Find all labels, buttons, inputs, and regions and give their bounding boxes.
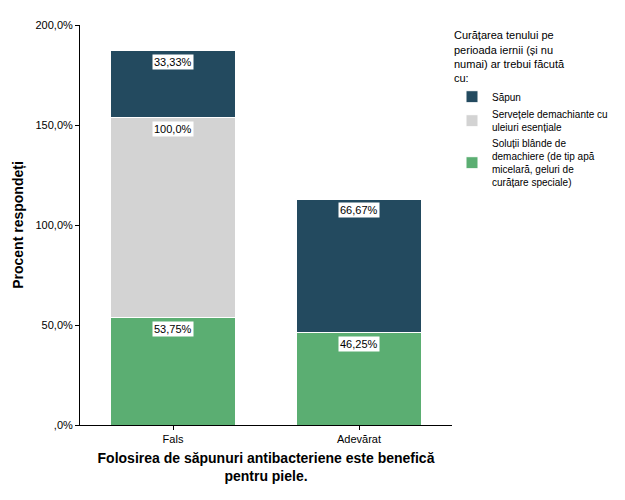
svg-text:Adevărat: Adevărat: [337, 433, 381, 445]
svg-text:150,0%: 150,0%: [35, 119, 73, 131]
svg-text:46,25%: 46,25%: [340, 338, 378, 350]
svg-text:Soluții blânde dedemachiere (d: Soluții blânde dedemachiere (de tip apăm…: [492, 138, 595, 188]
svg-text:,0%: ,0%: [54, 419, 73, 431]
svg-text:Procent respondeți: Procent respondeți: [10, 161, 26, 289]
svg-text:100,0%: 100,0%: [35, 219, 73, 231]
svg-text:Săpun: Săpun: [492, 92, 521, 103]
svg-text:50,0%: 50,0%: [42, 319, 73, 331]
svg-text:33,33%: 33,33%: [154, 56, 192, 68]
svg-text:100,0%: 100,0%: [154, 123, 192, 135]
svg-text:Folosirea de săpunuri antibact: Folosirea de săpunuri antibacteriene est…: [98, 450, 435, 484]
svg-text:200,0%: 200,0%: [35, 19, 73, 31]
svg-text:53,75%: 53,75%: [154, 323, 192, 335]
svg-text:Fals: Fals: [163, 433, 184, 445]
svg-text:66,67%: 66,67%: [340, 204, 378, 216]
svg-text:Curățarea tenului peperioada i: Curățarea tenului peperioada iernii (și …: [454, 29, 565, 84]
svg-text:Servețele demachiante cuuleiur: Servețele demachiante cuuleiuri esențial…: [492, 109, 608, 133]
